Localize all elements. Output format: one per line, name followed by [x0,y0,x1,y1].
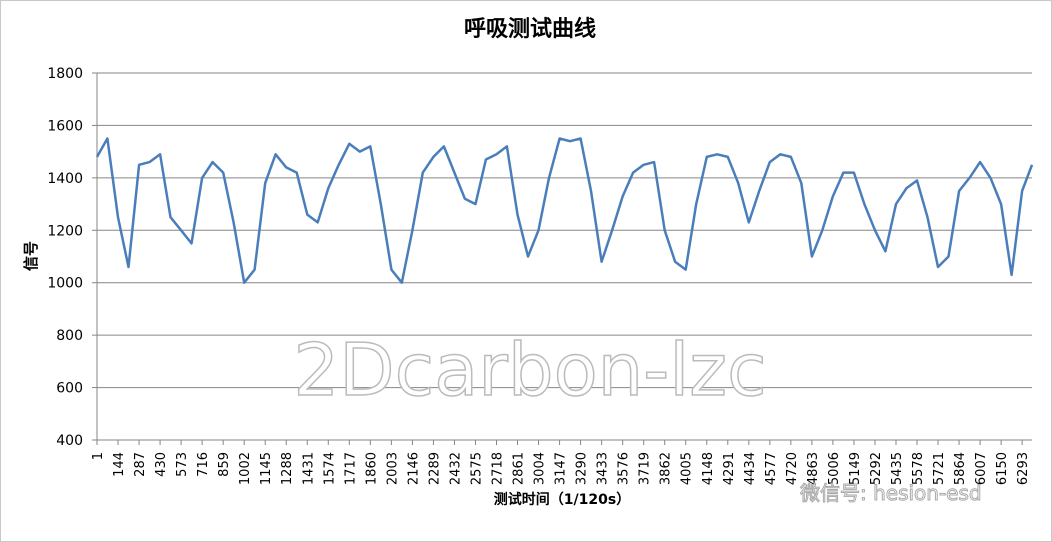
x-tick-label: 287 [133,452,148,477]
y-tick-label: 1000 [47,276,83,292]
x-tick-label: 2289 [427,452,442,485]
watermark-wechat: 微信号: hesion-esd [800,481,982,505]
x-tick-label: 6150 [995,452,1010,485]
x-tick-label: 2432 [448,452,463,485]
x-tick-label: 5149 [848,452,863,485]
watermark: 2Dcarbon-lzc [293,328,766,412]
x-tick-label: 4291 [722,452,737,485]
y-tick-label: 1400 [47,171,83,187]
x-tick-label: 3576 [617,452,632,485]
x-tick-label: 3719 [638,452,653,485]
x-tick-label: 4005 [680,452,695,485]
x-tick-label: 4434 [743,452,758,485]
x-tick-label: 1002 [238,452,253,485]
x-tick-label: 2003 [385,452,400,485]
y-tick-label: 1600 [47,118,83,134]
x-tick-label: 3004 [533,452,548,485]
data-line [95,137,1034,284]
x-tick-label: 1717 [343,452,358,485]
x-tick-label: 430 [154,452,169,477]
y-axis-label: 信号 [22,241,40,271]
x-tick-label: 716 [196,452,211,477]
y-tick-label: 1800 [47,66,83,82]
x-tick-label: 2146 [406,452,421,485]
x-tick-label: 5721 [932,452,947,485]
y-tick-label: 1200 [47,223,83,239]
x-tick-label: 5006 [827,452,842,485]
x-tick-label: 1288 [280,452,295,485]
x-tick-label: 3147 [554,452,569,485]
x-tick-label: 1574 [322,452,337,485]
x-tick-label: 4720 [785,452,800,485]
x-tick-label: 3862 [659,452,674,485]
x-tick-label: 6007 [974,452,989,485]
x-tick-label: 1860 [364,452,379,485]
x-tick-label: 5578 [911,452,926,485]
x-tick-label: 5864 [953,452,968,485]
x-axis-label: 测试时间（1/120s） [494,491,630,508]
x-tick-label: 1431 [301,452,316,485]
y-tick-label: 600 [56,381,83,397]
x-tick-label: 5292 [869,452,884,485]
y-tick-label: 800 [56,328,83,344]
x-tick-label: 573 [175,452,190,477]
x-tick-label: 4863 [806,452,821,485]
chart-title: 呼吸测试曲线 [464,16,596,42]
x-tick-label: 2575 [469,452,484,485]
y-tick-label: 400 [56,433,83,449]
x-tick-label: 3433 [596,452,611,485]
plot-area: 400 600 800 1000 1200 1400 1600 1800 1 144 287 430 5… [47,66,1034,485]
x-tick-label: 5435 [890,452,905,485]
x-tick-label: 4148 [701,452,716,485]
x-tick-label: 2861 [512,452,527,485]
x-tick-label: 144 [112,452,127,477]
x-tick-label: 1 [91,452,106,460]
x-tick-label: 3290 [575,452,590,485]
x-tick-label: 6293 [1016,452,1031,485]
x-tick-label: 2718 [490,452,505,485]
x-tick-label: 859 [217,452,232,477]
x-tick-label: 1145 [259,452,274,485]
x-tick-label: 4577 [764,452,779,485]
